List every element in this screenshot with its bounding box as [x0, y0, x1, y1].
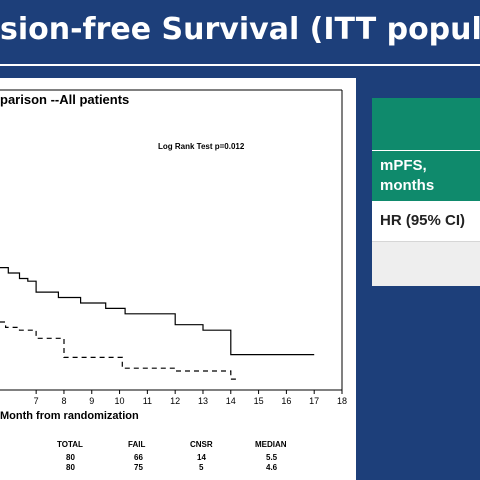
risk-header-cnsr: CNSR: [190, 440, 213, 449]
comparison-table: mPFS, months HR (95% CI): [372, 98, 480, 286]
table-row-hr: HR (95% CI): [372, 201, 480, 242]
x-tick-label: 16: [281, 396, 291, 406]
logrank-annotation: Log Rank Test p=0.012: [158, 142, 245, 151]
table-row-empty: [372, 242, 480, 286]
km-curve-solid: [0, 267, 315, 356]
x-axis-label: Month from randomization: [0, 410, 139, 422]
risk-header-median: MEDIAN: [255, 440, 287, 449]
km-curve-dashed: [0, 321, 237, 380]
km-plot: 7 8 9 10 11 12 13 14 15 16 17 18: [0, 89, 347, 406]
x-tick-label: 9: [89, 396, 94, 406]
slide-title: sion-free Survival (ITT popula: [0, 12, 480, 47]
risk-cell: 80: [66, 453, 75, 462]
table-row-mpfs: mPFS, months: [372, 150, 480, 201]
risk-cell: 5: [199, 463, 204, 472]
risk-cell: 66: [134, 453, 143, 462]
km-chart-panel: parison --All patients Log Rank Test p=0…: [0, 78, 356, 480]
risk-cell: 4.6: [266, 463, 278, 472]
x-tick-label: 7: [34, 396, 39, 406]
x-tick-label: 18: [337, 396, 347, 406]
x-tick-label: 14: [226, 396, 236, 406]
x-tick-label: 15: [254, 396, 264, 406]
x-tick-label: 11: [143, 396, 152, 406]
x-tick-label: 12: [170, 396, 180, 406]
x-tick-label: 10: [115, 396, 125, 406]
mpfs-label: mPFS, months: [380, 157, 435, 194]
chart-title: parison --All patients: [0, 92, 130, 107]
title-divider: [0, 64, 480, 66]
risk-cell: 75: [134, 463, 143, 472]
x-tick-label: 8: [61, 396, 66, 406]
table-header-row: [372, 98, 480, 150]
x-tick-label: 13: [198, 396, 208, 406]
risk-cell: 14: [197, 453, 206, 462]
risk-cell: 5.5: [266, 453, 278, 462]
risk-header-fail: FAIL: [128, 440, 146, 449]
hr-label: HR (95% CI): [380, 212, 466, 229]
x-tick-label: 17: [309, 396, 319, 406]
risk-header-total: TOTAL: [57, 440, 83, 449]
risk-cell: 80: [66, 463, 75, 472]
